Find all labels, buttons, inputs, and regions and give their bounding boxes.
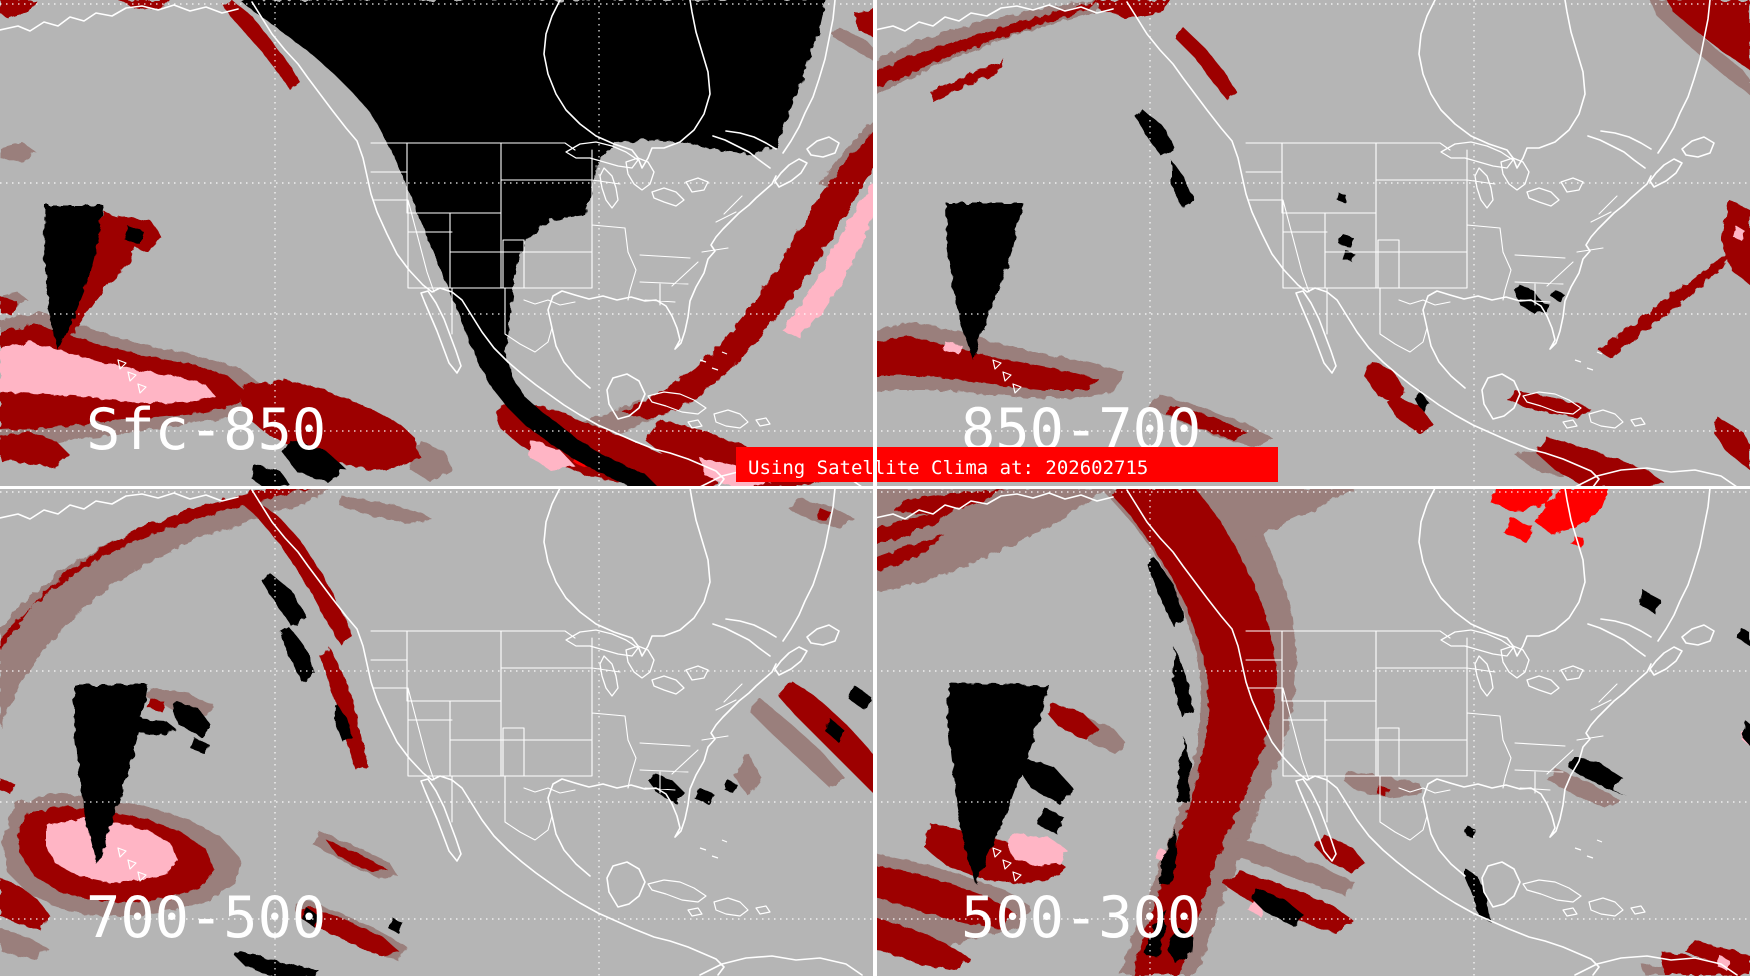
cloud-fringe [734, 498, 854, 796]
moisture-band [875, 0, 1103, 88]
coastal-red-streak [240, 496, 352, 644]
coastal-red-streak [222, 0, 300, 90]
moisture-band [0, 432, 70, 468]
banner-background [736, 447, 1278, 482]
moisture-band [1535, 437, 1665, 487]
atlantic-black-filaments [1567, 591, 1750, 796]
quadrant-label: 500-300 [961, 885, 1201, 951]
cloud-fringe [0, 142, 36, 308]
bright-red-patches [1490, 488, 1609, 548]
moisture-band [875, 865, 1015, 971]
moisture-band [930, 0, 1171, 102]
black-speck [262, 573, 352, 741]
panel-sfc-850: Sfc-850 [0, 0, 875, 491]
red-patch [1364, 360, 1434, 433]
cloud-fringe [0, 928, 48, 960]
atlantic-moisture-band [622, 130, 875, 420]
cloud-fringe [832, 28, 875, 62]
pink-moisture-core [1007, 833, 1067, 866]
black-speck [649, 685, 871, 805]
black-speck [1251, 826, 1491, 926]
panel-700-500: 700-500 [0, 487, 875, 976]
black-speck [1337, 193, 1355, 262]
cloud-fringe [1515, 447, 1565, 478]
moisture-band [1223, 835, 1365, 933]
moisture-band [1507, 390, 1590, 418]
cloud-fringe [1105, 488, 1355, 546]
timestamp-banner: Using Satellite Clima at: 202602715 [736, 447, 1278, 482]
pink-moisture-core [528, 440, 770, 490]
coastal-black-filaments [1145, 558, 1194, 964]
red-patch [1713, 200, 1750, 470]
moisture-overlay-850-700 [875, 0, 1750, 487]
red-patch [1667, 0, 1750, 70]
quadrant-label: 700-500 [86, 885, 326, 951]
atlantic-moisture-band [778, 681, 875, 795]
cloud-fringe [1650, 0, 1750, 95]
cloud-fringe [1213, 831, 1355, 896]
cloud-fringe [145, 496, 433, 716]
horizontal-panel-divider [0, 486, 1750, 489]
pacific-jet-band [1111, 488, 1277, 975]
cloud-fringe [875, 0, 1120, 96]
quadrant-label: Sfc-850 [86, 397, 326, 463]
panel-background [875, 0, 1750, 488]
moisture-overlay-500-300 [875, 488, 1750, 975]
panel-500-300: 500-300 [874, 487, 1750, 976]
moisture-band [1661, 940, 1750, 975]
red-streak [875, 490, 1005, 572]
black-wedge-artifact [947, 683, 1050, 883]
coastal-red-streak [1175, 27, 1237, 100]
pink-moisture-core [782, 180, 875, 338]
texas-moisture-patch [1343, 771, 1423, 798]
red-patch [1047, 703, 1099, 741]
moisture-overlay-700-500 [0, 488, 875, 976]
moisture-band [925, 823, 1065, 884]
black-speck [131, 701, 211, 754]
black-wedge-artifact [74, 685, 148, 865]
cloud-fringe [818, 118, 875, 190]
black-speck [1019, 758, 1073, 834]
black-wedge-artifact [44, 205, 103, 350]
black-wedge-artifact [946, 203, 1023, 360]
coastal-red-streak [320, 648, 368, 770]
missing-data-landmass [240, 0, 826, 487]
moisture-band [240, 380, 420, 470]
black-speck [1135, 110, 1195, 208]
cloud-fringe [0, 488, 330, 728]
pink-moisture-core [46, 818, 178, 882]
banner-text: Using Satellite Clima at: 202602715 [748, 457, 1148, 479]
atlantic-streak [1598, 248, 1733, 358]
moisture-overlay-sfc-850 [0, 0, 875, 491]
red-patch [955, 350, 1247, 440]
pink-moisture-core [0, 342, 215, 404]
black-speck [124, 226, 345, 491]
panel-850-700: 850-700 [874, 0, 1750, 488]
